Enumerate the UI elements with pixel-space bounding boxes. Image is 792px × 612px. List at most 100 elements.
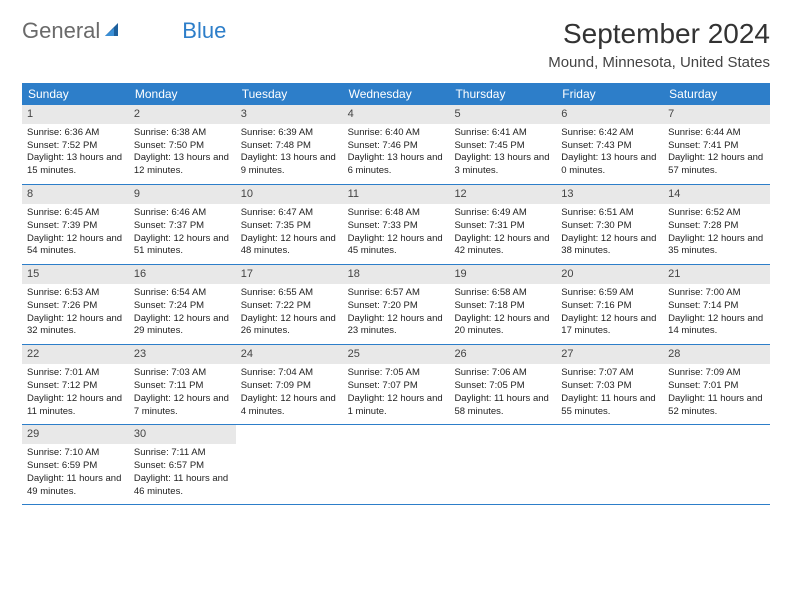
day-cell: 25 Sunrise: 7:05 AMSunset: 7:07 PMDayligh… (343, 345, 450, 424)
daylight-line: Daylight: 12 hours and 35 minutes. (668, 233, 765, 259)
day-cell: 26Sunrise: 7:06 AMSunset: 7:05 PMDayligh… (449, 345, 556, 424)
daylight-line: Daylight: 11 hours and 58 minutes. (454, 393, 551, 419)
dow-friday: Friday (556, 83, 663, 105)
dow-wednesday: Wednesday (343, 83, 450, 105)
daylight-line: Daylight: 13 hours and 9 minutes. (241, 152, 338, 178)
day-cell: 15Sunrise: 6:53 AMSunset: 7:26 PMDayligh… (22, 265, 129, 344)
daylight-line: Daylight: 12 hours and 4 minutes. (241, 393, 338, 419)
day-cell: 27Sunrise: 7:07 AMSunset: 7:03 PMDayligh… (556, 345, 663, 424)
daylight-line: Daylight: 11 hours and 46 minutes. (134, 473, 231, 499)
sunrise-line: Sunrise: 6:46 AM (134, 207, 231, 220)
sunrise-line: Sunrise: 6:57 AM (348, 287, 445, 300)
dow-thursday: Thursday (449, 83, 556, 105)
dow-saturday: Saturday (663, 83, 770, 105)
day-number: 22 (22, 345, 129, 364)
daylight-line: Daylight: 12 hours and 45 minutes. (348, 233, 445, 259)
sunrise-line: Sunrise: 7:00 AM (668, 287, 765, 300)
sunset-line: Sunset: 7:11 PM (134, 380, 231, 393)
sunset-line: Sunset: 7:31 PM (454, 220, 551, 233)
day-cell: 23 Sunrise: 7:03 AMSunset: 7:11 PMDayligh… (129, 345, 236, 424)
day-number: 13 (556, 185, 663, 204)
sunset-line: Sunset: 7:43 PM (561, 140, 658, 153)
calendar-page: General Blue September 2024 Mound, Minne… (0, 0, 792, 612)
sunrise-line: Sunrise: 6:44 AM (668, 127, 765, 140)
sunrise-line: Sunrise: 6:48 AM (348, 207, 445, 220)
day-number: 10 (236, 185, 343, 204)
sunset-line: Sunset: 7:07 PM (348, 380, 445, 393)
sunrise-line: Sunrise: 7:04 AM (241, 367, 338, 380)
day-cell: 20Sunrise: 6:59 AMSunset: 7:16 PMDayligh… (556, 265, 663, 344)
day-number: 9 (129, 185, 236, 204)
day-number: 23 (129, 345, 236, 364)
day-number: 24 (236, 345, 343, 364)
daylight-line: Daylight: 12 hours and 32 minutes. (27, 313, 124, 339)
day-number: 2 (129, 105, 236, 124)
day-number: 4 (343, 105, 450, 124)
day-cell: 24Sunrise: 7:04 AMSunset: 7:09 PMDayligh… (236, 345, 343, 424)
sunset-line: Sunset: 7:05 PM (454, 380, 551, 393)
daylight-line: Daylight: 13 hours and 3 minutes. (454, 152, 551, 178)
day-cell: . (449, 425, 556, 504)
sunset-line: Sunset: 7:35 PM (241, 220, 338, 233)
title-block: September 2024 Mound, Minnesota, United … (548, 18, 770, 71)
week-row: 8Sunrise: 6:45 AMSunset: 7:39 PMDaylight… (22, 185, 770, 265)
logo-text-2: Blue (182, 18, 226, 44)
logo-sail-icon (104, 18, 122, 44)
sunset-line: Sunset: 7:33 PM (348, 220, 445, 233)
daylight-line: Daylight: 12 hours and 14 minutes. (668, 313, 765, 339)
sunrise-line: Sunrise: 6:47 AM (241, 207, 338, 220)
daylight-line: Daylight: 12 hours and 17 minutes. (561, 313, 658, 339)
day-number: 25 (343, 345, 450, 364)
logo: General Blue (22, 18, 226, 44)
daylight-line: Daylight: 12 hours and 26 minutes. (241, 313, 338, 339)
sunset-line: Sunset: 7:16 PM (561, 300, 658, 313)
day-cell: . (343, 425, 450, 504)
daylight-line: Daylight: 12 hours and 54 minutes. (27, 233, 124, 259)
daylight-line: Daylight: 12 hours and 42 minutes. (454, 233, 551, 259)
day-cell: 11Sunrise: 6:48 AMSunset: 7:33 PMDayligh… (343, 185, 450, 264)
daylight-line: Daylight: 11 hours and 49 minutes. (27, 473, 124, 499)
day-cell: 8Sunrise: 6:45 AMSunset: 7:39 PMDaylight… (22, 185, 129, 264)
day-number: 14 (663, 185, 770, 204)
daylight-line: Daylight: 12 hours and 57 minutes. (668, 152, 765, 178)
sunrise-line: Sunrise: 6:38 AM (134, 127, 231, 140)
day-cell: 22 Sunrise: 7:01 AMSunset: 7:12 PMDayligh… (22, 345, 129, 424)
day-number: 1 (22, 105, 129, 124)
sunrise-line: Sunrise: 7:01 AM (27, 367, 124, 380)
sunrise-line: Sunrise: 7:03 AM (134, 367, 231, 380)
day-number: 18 (343, 265, 450, 284)
day-cell: 16Sunrise: 6:54 AMSunset: 7:24 PMDayligh… (129, 265, 236, 344)
sunset-line: Sunset: 7:22 PM (241, 300, 338, 313)
day-number: 7 (663, 105, 770, 124)
sunrise-line: Sunrise: 6:54 AM (134, 287, 231, 300)
sunrise-line: Sunrise: 6:45 AM (27, 207, 124, 220)
sunset-line: Sunset: 7:41 PM (668, 140, 765, 153)
day-number: 30 (129, 425, 236, 444)
sunset-line: Sunset: 7:48 PM (241, 140, 338, 153)
sunrise-line: Sunrise: 6:36 AM (27, 127, 124, 140)
dow-sunday: Sunday (22, 83, 129, 105)
sunrise-line: Sunrise: 6:41 AM (454, 127, 551, 140)
sunset-line: Sunset: 7:26 PM (27, 300, 124, 313)
daylight-line: Daylight: 12 hours and 29 minutes. (134, 313, 231, 339)
sunset-line: Sunset: 7:30 PM (561, 220, 658, 233)
day-number: 17 (236, 265, 343, 284)
daylight-line: Daylight: 12 hours and 11 minutes. (27, 393, 124, 419)
logo-text-1: General (22, 18, 100, 44)
day-cell: 4Sunrise: 6:40 AMSunset: 7:46 PMDaylight… (343, 105, 450, 184)
daylight-line: Daylight: 12 hours and 1 minute. (348, 393, 445, 419)
day-number: 21 (663, 265, 770, 284)
day-cell: 28Sunrise: 7:09 AMSunset: 7:01 PMDayligh… (663, 345, 770, 424)
dow-tuesday: Tuesday (236, 83, 343, 105)
week-row: 22Sunrise: 7:01 AMSunset: 7:12 PMDayligh… (22, 345, 770, 425)
day-cell: 7 Sunrise: 6:44 AMSunset: 7:41 PMDaylight… (663, 105, 770, 184)
sunrise-line: Sunrise: 7:05 AM (348, 367, 445, 380)
day-cell: 6Sunrise: 6:42 AMSunset: 7:43 PMDaylight… (556, 105, 663, 184)
sunset-line: Sunset: 7:37 PM (134, 220, 231, 233)
daylight-line: Daylight: 11 hours and 55 minutes. (561, 393, 658, 419)
week-row: 29Sunrise: 7:10 AMSunset: 6:59 PMDayligh… (22, 425, 770, 505)
sunset-line: Sunset: 7:12 PM (27, 380, 124, 393)
sunrise-line: Sunrise: 6:59 AM (561, 287, 658, 300)
day-number: 27 (556, 345, 663, 364)
daylight-line: Daylight: 12 hours and 7 minutes. (134, 393, 231, 419)
